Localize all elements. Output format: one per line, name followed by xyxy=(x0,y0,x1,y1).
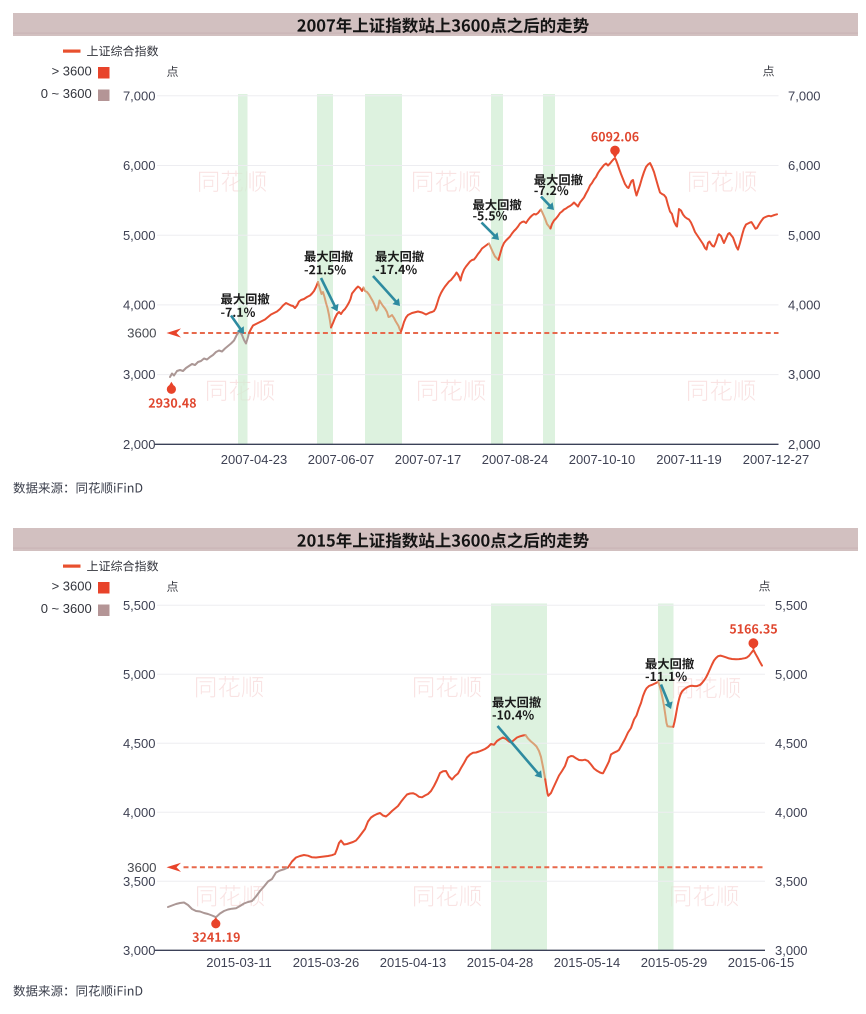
svg-text:2015-05-29: 2015-05-29 xyxy=(641,955,708,970)
svg-text:4,000: 4,000 xyxy=(788,298,821,313)
svg-text:2015-04-28: 2015-04-28 xyxy=(467,955,534,970)
svg-text:2015-03-11: 2015-03-11 xyxy=(206,955,272,970)
svg-text:2007-07-17: 2007-07-17 xyxy=(395,452,462,467)
svg-text:5,000: 5,000 xyxy=(788,228,821,243)
svg-text:2015-05-14: 2015-05-14 xyxy=(554,955,621,970)
svg-text:3600: 3600 xyxy=(127,326,156,341)
svg-text:3,500: 3,500 xyxy=(123,874,156,889)
svg-text:3,000: 3,000 xyxy=(123,367,156,382)
svg-text:4,000: 4,000 xyxy=(123,805,156,820)
svg-text:4,000: 4,000 xyxy=(123,298,156,313)
svg-text:2007-08-24: 2007-08-24 xyxy=(482,452,549,467)
svg-text:3,500: 3,500 xyxy=(775,874,808,889)
svg-text:4,000: 4,000 xyxy=(775,805,808,820)
svg-text:3,000: 3,000 xyxy=(775,943,808,958)
svg-text:0 ~ 3600: 0 ~ 3600 xyxy=(41,86,92,101)
svg-text:5,000: 5,000 xyxy=(123,228,156,243)
svg-text:2,000: 2,000 xyxy=(123,437,156,452)
svg-text:2015-04-13: 2015-04-13 xyxy=(380,955,447,970)
svg-text:6,000: 6,000 xyxy=(788,158,821,173)
svg-text:5,500: 5,500 xyxy=(775,598,808,613)
svg-text:3,000: 3,000 xyxy=(123,943,156,958)
svg-text:5,000: 5,000 xyxy=(123,667,156,682)
svg-text:2015-06-15: 2015-06-15 xyxy=(728,955,795,970)
svg-text:2007-10-10: 2007-10-10 xyxy=(569,452,636,467)
svg-text:4,500: 4,500 xyxy=(123,736,156,751)
svg-text:7,000: 7,000 xyxy=(123,88,156,103)
svg-text:2007-06-07: 2007-06-07 xyxy=(308,452,375,467)
svg-text:5,000: 5,000 xyxy=(775,667,808,682)
svg-text:5,500: 5,500 xyxy=(123,598,156,613)
svg-text:2,000: 2,000 xyxy=(788,437,821,452)
svg-text:3600: 3600 xyxy=(127,860,156,875)
svg-text:7,000: 7,000 xyxy=(788,88,821,103)
svg-text:4,500: 4,500 xyxy=(775,736,808,751)
svg-text:2007-04-23: 2007-04-23 xyxy=(221,452,288,467)
svg-text:> 3600: > 3600 xyxy=(52,579,92,594)
svg-text:2007-12-27: 2007-12-27 xyxy=(743,452,810,467)
svg-text:2007-11-19: 2007-11-19 xyxy=(656,452,722,467)
svg-text:> 3600: > 3600 xyxy=(52,64,92,79)
svg-text:2015-03-26: 2015-03-26 xyxy=(293,955,360,970)
svg-text:3,000: 3,000 xyxy=(788,367,821,382)
svg-text:6,000: 6,000 xyxy=(123,158,156,173)
svg-text:0 ~ 3600: 0 ~ 3600 xyxy=(41,601,92,616)
